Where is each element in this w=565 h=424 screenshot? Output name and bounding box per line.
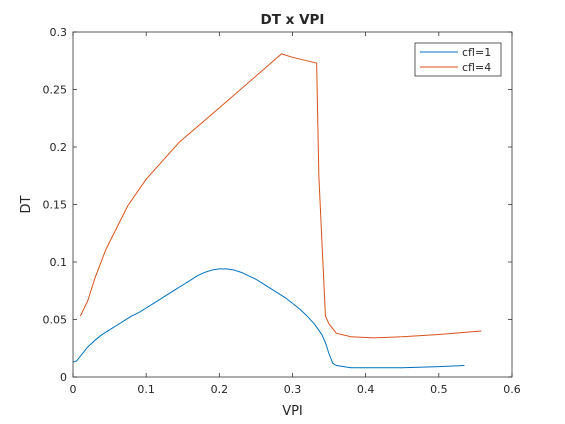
axes: 0 0.1 0.2 0.3 0.4 0.5 0.6 0 0.05 0.1 0.15 0.2 0.25 0.… <box>43 26 521 396</box>
y-tick-label: 0.25 <box>43 84 68 97</box>
y-tick-label: 0.2 <box>50 141 68 154</box>
series-line-cfl-4 <box>79 53 482 339</box>
x-tick-label: 0 <box>70 383 77 396</box>
x-tick-label: 0.3 <box>284 383 302 396</box>
x-tick-label: 0.2 <box>211 383 229 396</box>
x-axis-label: VPI <box>282 404 303 419</box>
y-axis-label: DT <box>19 195 34 213</box>
series-lines <box>72 53 482 369</box>
y-tick-label: 0.15 <box>43 199 68 212</box>
legend: cfl=1 cfl=4 <box>414 42 502 77</box>
legend-label-cfl-1: cfl=1 <box>462 46 491 59</box>
chart-title: DT x VPI <box>261 12 325 28</box>
x-tick-label: 0.6 <box>503 383 521 396</box>
y-tick-label: 0.1 <box>50 256 68 269</box>
x-tick-label: 0.5 <box>430 383 448 396</box>
y-tick-label: 0 <box>60 371 67 384</box>
x-tick-label: 0.4 <box>357 383 375 396</box>
y-tick-label: 0.3 <box>50 26 68 39</box>
x-tick-label: 0.1 <box>137 383 155 396</box>
legend-box <box>414 42 502 77</box>
y-tick-label: 0.05 <box>43 314 68 327</box>
legend-label-cfl-4: cfl=4 <box>462 61 491 74</box>
series-line-cfl-1 <box>72 268 465 369</box>
plot-area <box>73 32 512 377</box>
